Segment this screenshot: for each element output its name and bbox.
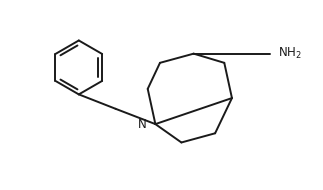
Text: N: N: [138, 118, 147, 131]
Text: NH$_2$: NH$_2$: [278, 46, 302, 61]
